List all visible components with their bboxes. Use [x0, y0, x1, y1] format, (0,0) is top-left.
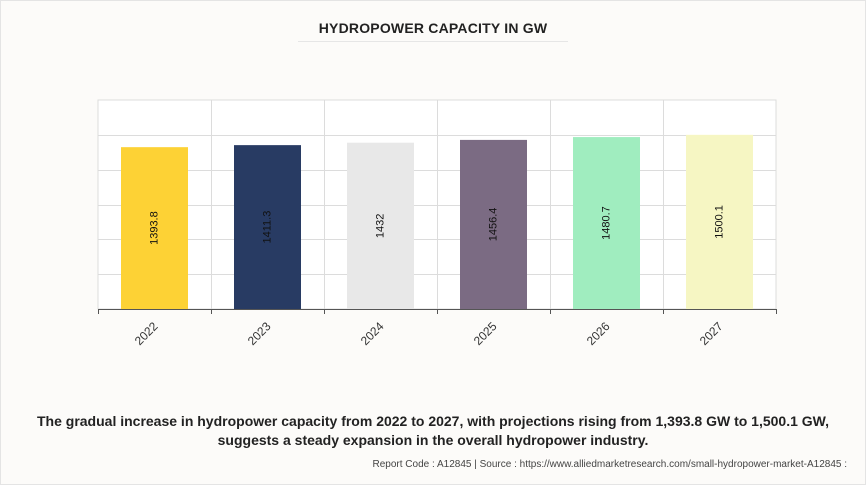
- bar-2024: [347, 142, 414, 309]
- source-footer: Report Code : A12845 | Source : https://…: [372, 459, 847, 470]
- bar-2025: [460, 139, 527, 309]
- bar-2022: [121, 147, 188, 309]
- bar-2026: [573, 137, 640, 309]
- x-tick-label: 2022: [132, 319, 161, 348]
- bar-2027: [686, 134, 753, 309]
- bar-value-label: 1480.7: [601, 206, 613, 240]
- title-divider: [298, 41, 568, 42]
- bar-layer: 1393.8 1411.3 1432 1456.4 1480.7 1500.1: [121, 134, 753, 309]
- chart-caption: The gradual increase in hydropower capac…: [36, 413, 830, 448]
- axis-layer: 2022 2023 2024 2025 2026 2027: [98, 309, 777, 348]
- bar-value-label: 1432: [375, 214, 387, 238]
- bar-value-label: 1456.4: [488, 208, 500, 242]
- x-tick-label: 2026: [584, 319, 613, 348]
- x-tick-label: 2023: [245, 319, 274, 348]
- x-tick-label: 2025: [471, 319, 500, 348]
- x-tick-label: 2024: [358, 319, 387, 348]
- chart-title: HYDROPOWER CAPACITY IN GW: [318, 20, 548, 36]
- bar-2023: [234, 145, 301, 309]
- x-tick-label: 2027: [697, 319, 726, 348]
- bar-value-label: 1411.3: [262, 211, 274, 244]
- bar-value-label: 1393.8: [149, 211, 161, 245]
- grid-layer: [97, 99, 777, 310]
- bar-chart: 1393.8 1411.3 1432 1456.4 1480.7 1500.1 2022 2…: [97, 99, 777, 348]
- bar-value-label: 1500.1: [714, 205, 726, 239]
